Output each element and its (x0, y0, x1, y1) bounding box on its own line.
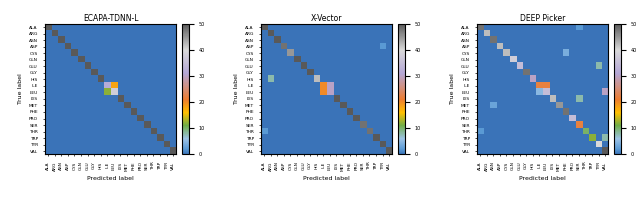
Y-axis label: True label: True label (450, 74, 455, 105)
Title: ECAPA-TDNN-L: ECAPA-TDNN-L (83, 14, 138, 23)
X-axis label: Predicted label: Predicted label (303, 176, 350, 181)
Y-axis label: True label: True label (18, 74, 23, 105)
Y-axis label: True label: True label (234, 74, 239, 105)
X-axis label: Predicted label: Predicted label (87, 176, 134, 181)
X-axis label: Predicted label: Predicted label (519, 176, 566, 181)
Title: DEEP Picker: DEEP Picker (520, 14, 565, 23)
Title: X-Vector: X-Vector (311, 14, 342, 23)
